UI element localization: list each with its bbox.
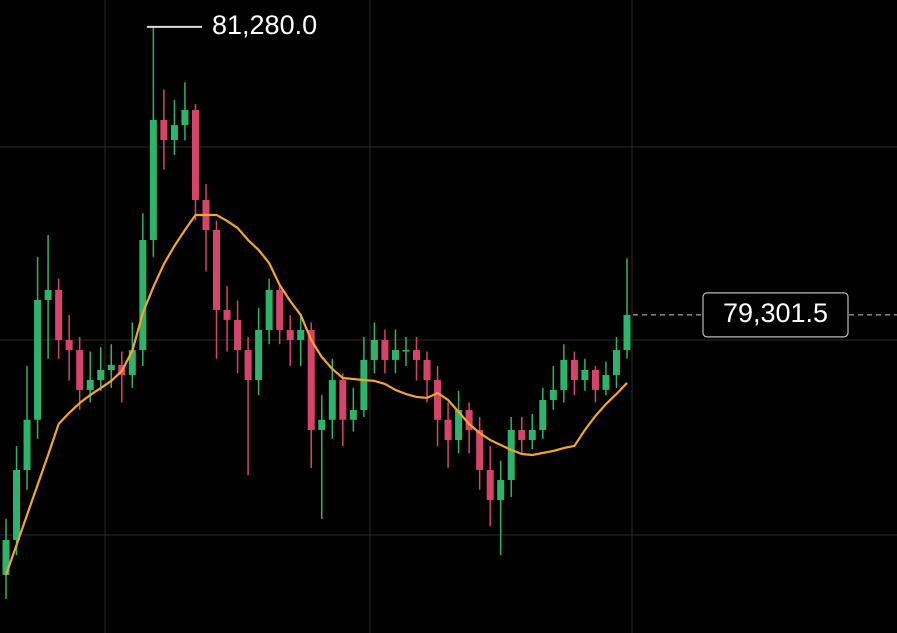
candle-body [370,340,378,360]
candle-body [412,350,420,360]
candle-body [444,419,452,440]
candle-body [486,469,494,500]
candle-body [139,240,147,351]
last-price-label: 79,301.5 [723,298,828,328]
candle-body [549,389,557,400]
candle-body [170,125,178,141]
candle-body [34,299,42,420]
candle-body [181,110,189,126]
candle-body [381,340,389,360]
candle-body [349,410,357,420]
candle-body [476,429,484,470]
candle-body [213,229,221,311]
candle-body [612,350,620,375]
candle-body [223,310,231,320]
candle-body [570,359,578,381]
candle-body [497,480,505,500]
candle-body [318,419,326,430]
candle-body [255,329,263,381]
candle-body [107,364,115,370]
candle-body [560,359,568,390]
candle-body [602,374,610,390]
candle-body [328,380,336,420]
candle-body [591,369,599,390]
candle-body [339,380,347,420]
candle-body [423,359,431,381]
candle-body [65,340,73,351]
candle-body [97,369,105,381]
candle-body [465,410,473,430]
last-price-box [702,292,849,338]
candle-body [455,410,463,440]
candle-body [402,350,410,352]
moving-average [4,213,628,576]
candle-body [2,539,10,575]
candle-body [307,329,315,430]
candle-body [244,350,252,381]
candle-body [86,380,94,390]
candle-body [623,314,631,351]
high-marker-label: 81,280.0 [212,10,317,40]
candle-body [44,289,52,300]
candle-body [149,119,157,241]
candle-body [128,350,136,375]
candle-body [360,359,368,411]
candle-body [160,119,168,141]
candle-body [55,289,63,341]
candle-body [391,350,399,360]
candle-body [265,289,273,330]
candle-body [507,429,515,481]
candle-body [581,369,589,381]
candle-body [23,419,31,470]
candle-body [76,350,84,390]
candle-body [297,329,305,341]
candle-body [434,380,442,420]
candle-body [276,289,284,330]
candle-body [518,429,526,440]
candle-body [286,329,294,341]
candle-body [539,399,547,430]
candle-body [528,429,536,440]
candle-body [191,110,199,200]
candle-body [13,469,21,540]
candle-body [234,319,242,351]
